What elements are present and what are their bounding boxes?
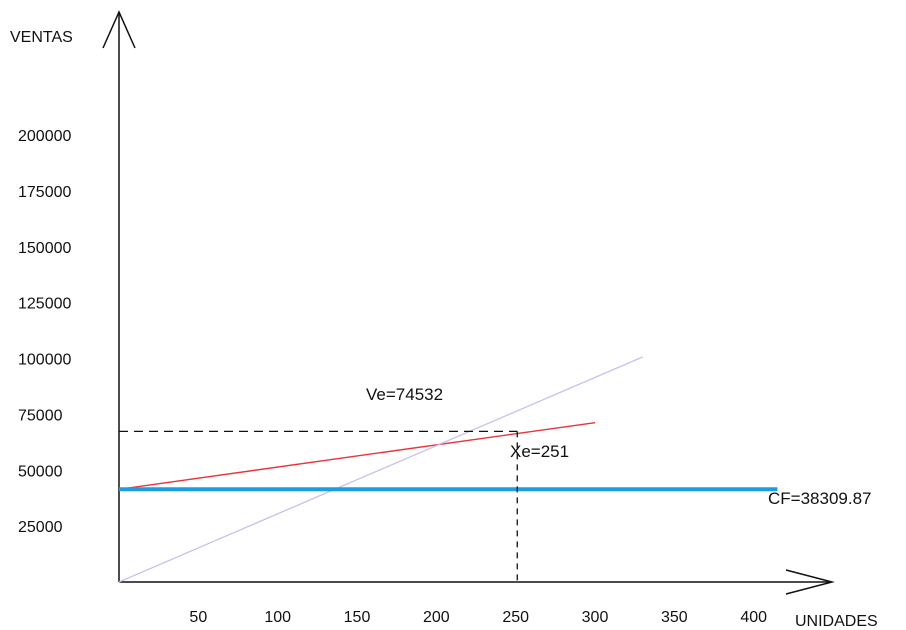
x-tick-label: 300 — [582, 609, 609, 626]
fixed-cost-label: CF=38309.87 — [768, 489, 872, 508]
x-tick-label: 50 — [189, 609, 207, 626]
annotations: VENTAS UNIDADES Ve=74532 Xe=251 CF=38309… — [10, 29, 878, 630]
y-tick-label: 25000 — [18, 519, 63, 536]
tick-labels: 25000 50000 75000 100000 125000 150000 175000 2… — [18, 128, 767, 626]
x-tick-label: 200 — [423, 609, 450, 626]
breakeven-sales-label: Ve=74532 — [366, 385, 443, 404]
x-tick-label: 350 — [661, 609, 688, 626]
y-tick-label: 175000 — [18, 184, 71, 201]
y-tick-label: 100000 — [18, 352, 71, 369]
y-tick-label: 75000 — [18, 407, 63, 424]
y-tick-label: 150000 — [18, 240, 71, 257]
y-axis-arrow — [102, 10, 136, 49]
y-tick-label: 125000 — [18, 296, 71, 313]
y-tick-label: 200000 — [18, 128, 71, 145]
x-axis-arrow — [785, 569, 835, 595]
x-axis-title: UNIDADES — [795, 613, 878, 630]
breakeven-units-label: Xe=251 — [510, 442, 569, 461]
x-tick-label: 100 — [264, 609, 291, 626]
x-tick-label: 250 — [502, 609, 529, 626]
sales-line — [118, 421, 596, 490]
y-axis-title: VENTAS — [10, 29, 73, 46]
axes — [102, 10, 835, 595]
breakeven-guides — [119, 430, 518, 582]
total-cost-line — [118, 356, 643, 583]
x-tick-label: 150 — [344, 609, 371, 626]
series-lines — [118, 356, 778, 583]
x-tick-label: 400 — [740, 609, 767, 626]
y-tick-label: 50000 — [18, 463, 63, 480]
